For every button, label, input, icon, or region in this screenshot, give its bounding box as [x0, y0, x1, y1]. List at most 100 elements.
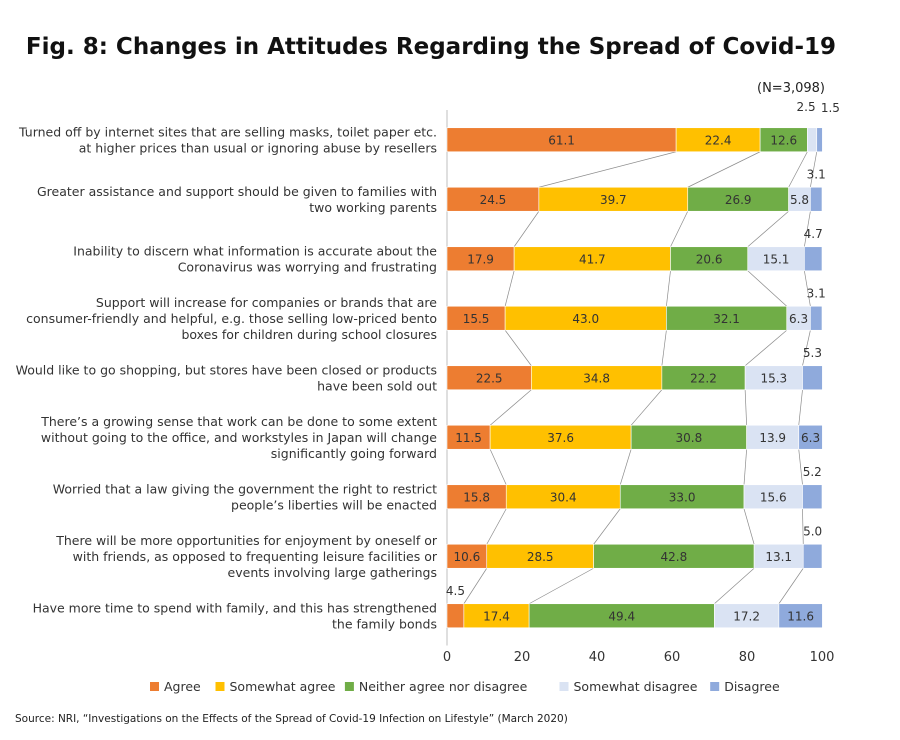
- data-label: 13.1: [765, 550, 792, 564]
- category-label: There will be more opportunities for enj…: [55, 533, 438, 548]
- category-label: Coronavirus was worrying and frustrating: [178, 259, 437, 274]
- series-connector-line: [743, 449, 747, 485]
- sample-size-note: (N=3,098): [757, 81, 825, 96]
- bar-segment-somewhat-agree: [675, 127, 761, 153]
- bar-segment-somewhat-disagree: [807, 127, 818, 153]
- category-label: Worried that a law giving the government…: [53, 481, 437, 496]
- series-connector-line: [804, 211, 811, 247]
- data-label: 24.5: [480, 193, 507, 207]
- data-label: 26.9: [725, 193, 752, 207]
- bar-segment-somewhat-disagree: [714, 603, 780, 629]
- data-label: 3.1: [807, 286, 826, 300]
- data-label: 20.6: [696, 252, 723, 266]
- legend-swatch: [215, 682, 225, 691]
- chart-title: Fig. 8: Changes in Attitudes Regarding t…: [25, 34, 837, 60]
- data-label: 43.0: [572, 312, 599, 326]
- bar-segment-somewhat-agree: [489, 424, 632, 450]
- bar-segment-neither-agree-nor-disagree: [670, 246, 749, 272]
- legend-swatch: [710, 682, 720, 691]
- category-label: Inability to discern what information is…: [73, 243, 437, 258]
- series-connector-line: [661, 330, 667, 366]
- bar-segment-somewhat-agree: [486, 543, 594, 569]
- data-label: 42.8: [661, 550, 688, 564]
- series-connector-line: [504, 270, 515, 307]
- category-label: events involving large gatherings: [228, 565, 437, 580]
- bar-segment-disagree: [778, 603, 823, 629]
- bar-segment-disagree: [804, 246, 823, 272]
- series-connector-line: [619, 449, 632, 485]
- data-label: 41.7: [579, 252, 606, 266]
- data-label: 10.6: [454, 550, 481, 564]
- legend-entry: Somewhat agree: [230, 679, 336, 694]
- bar-segment-somewhat-agree: [538, 186, 689, 212]
- data-label: 34.8: [583, 371, 610, 385]
- series-connector-line: [528, 567, 594, 605]
- series-connector-line: [489, 389, 532, 426]
- bar-segment-disagree: [816, 127, 823, 153]
- bar-segment-disagree: [810, 305, 823, 331]
- legend-entry: Neither agree nor disagree: [359, 679, 528, 694]
- source-note: Source: NRI, “Investigations on the Effe…: [15, 713, 568, 725]
- data-label: 11.6: [787, 609, 814, 623]
- data-label: 32.1: [713, 312, 740, 326]
- bar-segment-neither-agree-nor-disagree: [666, 305, 788, 331]
- data-label: 17.4: [483, 609, 510, 623]
- data-label: 13.9: [759, 431, 786, 445]
- series-connector-line: [804, 270, 811, 307]
- data-label: 28.5: [527, 550, 554, 564]
- data-label: 15.8: [463, 490, 490, 504]
- bar-segment-disagree: [810, 186, 823, 212]
- series-connector-line: [744, 329, 787, 367]
- bar-segment-neither-agree-nor-disagree: [687, 186, 789, 212]
- data-label: 22.5: [476, 371, 503, 385]
- category-label: Support will increase for companies or b…: [96, 295, 437, 310]
- series-connector-line: [798, 449, 803, 485]
- legend-entry: Somewhat disagree: [574, 679, 698, 694]
- category-label: There’s a growing sense that work can be…: [40, 414, 437, 429]
- category-label: Have more time to spend with family, and…: [33, 600, 437, 615]
- data-label: 11.5: [455, 431, 482, 445]
- bar-segment-disagree: [798, 424, 823, 450]
- series-connector-line: [747, 210, 789, 248]
- data-label: 33.0: [669, 490, 696, 504]
- category-label: Would like to go shopping, but stores ha…: [16, 362, 437, 377]
- x-tick-label: 0: [443, 650, 451, 665]
- legend-swatch: [344, 682, 354, 691]
- bar-segment-agree: [446, 543, 488, 569]
- category-label: have been sold out: [317, 378, 437, 393]
- data-label: 12.6: [770, 133, 797, 147]
- data-label: 2.5: [797, 100, 816, 114]
- category-label: with friends, as opposed to frequenting …: [73, 549, 438, 564]
- bar-segment-neither-agree-nor-disagree: [661, 365, 746, 391]
- bar-segment-somewhat-disagree: [753, 543, 804, 569]
- category-label: two working parents: [309, 200, 437, 215]
- bar-segment-agree: [446, 246, 515, 272]
- bar-segment-neither-agree-nor-disagree: [593, 543, 755, 569]
- data-label: 37.6: [547, 431, 574, 445]
- x-tick-label: 20: [514, 650, 531, 665]
- category-label: boxes for children during school closure…: [181, 327, 437, 342]
- data-label: 61.1: [548, 133, 575, 147]
- data-label: 5.2: [803, 465, 822, 479]
- bar-segment-somewhat-disagree: [746, 424, 800, 450]
- data-label: 5.0: [803, 524, 822, 538]
- bar-segment-somewhat-agree: [505, 484, 621, 510]
- data-label: 49.4: [608, 609, 635, 623]
- series-connector-line: [513, 211, 540, 247]
- data-label: 15.5: [463, 312, 490, 326]
- bar-segment-somewhat-disagree: [747, 246, 805, 272]
- bar-segment-agree: [446, 603, 465, 629]
- series-connector-line: [538, 151, 677, 188]
- x-tick-label: 80: [739, 650, 756, 665]
- series-connector-line: [504, 330, 532, 366]
- series-connector-line: [802, 330, 811, 366]
- category-label: Greater assistance and support should be…: [37, 184, 437, 199]
- data-label: 17.2: [733, 609, 760, 623]
- x-tick-label: 100: [810, 650, 835, 665]
- series-connector-line: [486, 508, 507, 545]
- bar-segment-somewhat-agree: [463, 603, 530, 629]
- series-connector-line: [593, 508, 621, 545]
- bar-segment-neither-agree-nor-disagree: [630, 424, 747, 450]
- series-connector-line: [687, 151, 761, 188]
